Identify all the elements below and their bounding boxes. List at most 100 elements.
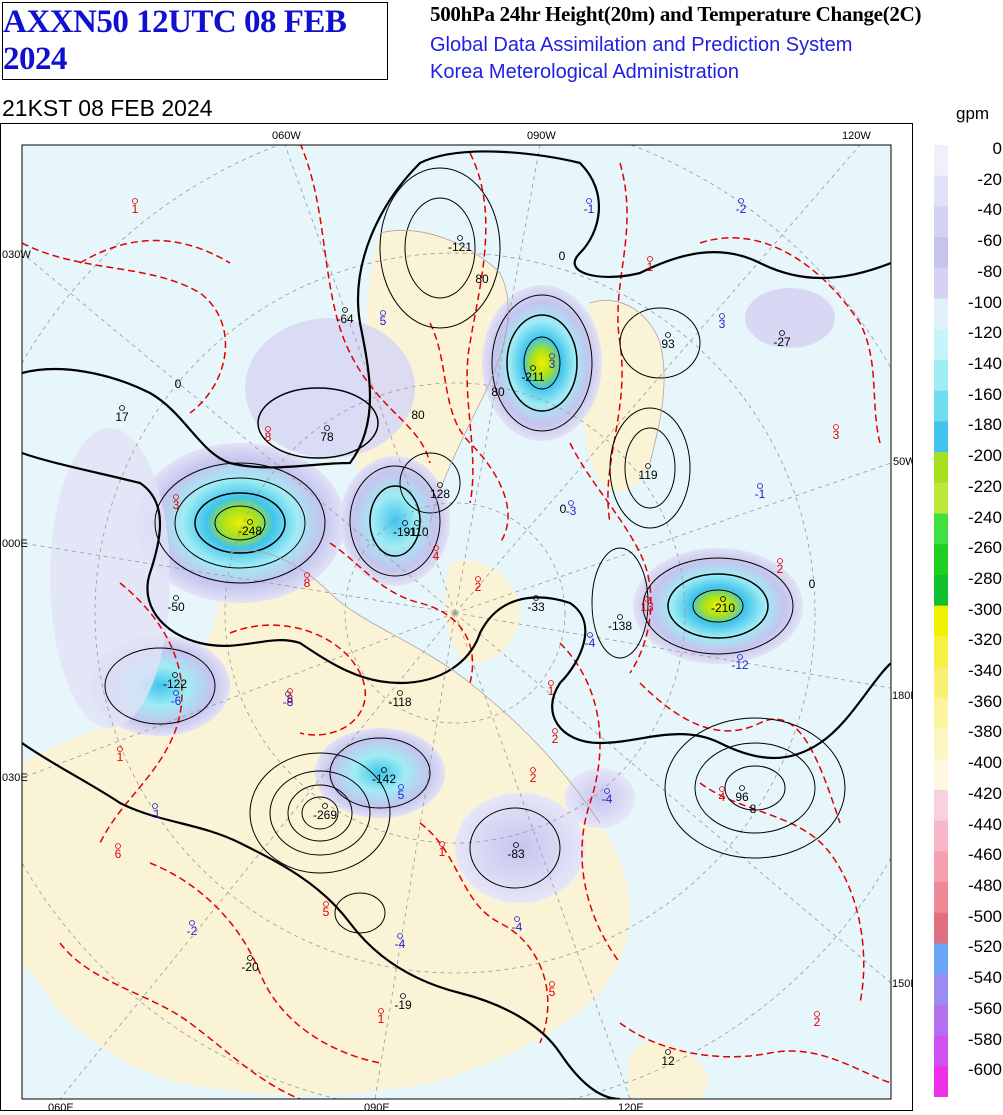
legend-level-label: -560	[967, 998, 1002, 1018]
legend-swatch	[934, 175, 948, 207]
contour-value-label: 80	[475, 272, 489, 286]
temp-label-positive: 4	[719, 790, 726, 804]
legend-swatch	[934, 482, 948, 515]
contour-value-label: 80	[491, 385, 505, 399]
temp-label-positive: 8	[304, 576, 311, 590]
height-center-marker	[437, 482, 443, 488]
temp-label-negative: 3	[549, 357, 556, 371]
lon-label-top-090w: 090W	[527, 130, 556, 142]
legend-level-label: -500	[967, 906, 1002, 926]
legend-level-label: -300	[967, 599, 1002, 619]
height-center-label: 128	[430, 487, 450, 501]
temp-marker-blue	[514, 916, 520, 922]
temp-marker-red	[833, 424, 839, 430]
lon-label-left-000e: 000E	[2, 538, 28, 550]
valid-time: 21KST 08 FEB 2024	[2, 95, 213, 121]
contour-value-label: 0	[809, 577, 816, 591]
legend-colorbar	[934, 145, 948, 1097]
temp-label-negative: -1	[150, 807, 161, 821]
legend-swatch	[934, 544, 948, 576]
temp-label-positive: 4	[433, 549, 440, 563]
legend-swatch	[934, 206, 948, 238]
height-center-marker	[779, 330, 785, 336]
height-center-label: -211	[521, 370, 544, 384]
height-center-label: -138	[608, 619, 632, 633]
height-contours	[22, 150, 891, 1099]
legend-swatch	[934, 267, 948, 300]
temperature-contours	[22, 145, 891, 1099]
temp-marker-blue	[604, 788, 610, 794]
lon-label-right-180e: 180E	[892, 690, 913, 702]
temp-label-negative: -4	[585, 636, 596, 650]
agency-line-1: Global Data Assimilation and Prediction …	[430, 34, 853, 56]
height-center-label: -20	[241, 960, 259, 974]
legend-swatch	[934, 359, 948, 392]
legend-swatch	[934, 390, 948, 422]
legend-level-label: -360	[967, 691, 1002, 711]
temp-marker-blue	[398, 784, 404, 790]
height-center-label: -210	[711, 601, 735, 615]
height-center-marker	[322, 803, 328, 809]
temp-label-positive: 2	[777, 562, 784, 576]
temp-label-positive: 5	[549, 985, 556, 999]
map-inner-frame	[21, 144, 892, 1100]
legend-level-label: -480	[967, 876, 1002, 896]
temp-label-negative: -1	[755, 487, 766, 501]
height-center-label: 12	[661, 1054, 675, 1068]
temp-marker-red	[439, 841, 445, 847]
graticule	[22, 145, 891, 1099]
legend-swatch	[934, 421, 948, 453]
height-center-marker	[739, 785, 745, 791]
legend-swatch	[934, 145, 948, 177]
height-center-marker	[247, 519, 253, 525]
legend-level-label: -340	[967, 661, 1002, 681]
height-center-label: 93	[661, 337, 675, 351]
legend-level-label: -440	[967, 814, 1002, 834]
temp-label-positive: 1	[439, 845, 446, 859]
temp-label-positive: 8	[287, 692, 294, 706]
legend-swatch	[934, 298, 948, 330]
legend-swatch	[934, 667, 948, 699]
temp-marker-blue	[189, 920, 195, 926]
height-center-marker	[402, 520, 408, 526]
height-center-label: -191	[393, 525, 417, 539]
temp-label-positive: 1	[378, 1012, 385, 1026]
product-title: 500hPa 24hr Height(20m) and Temperature …	[430, 2, 922, 26]
temp-marker-red	[378, 1008, 384, 1014]
legend-unit: gpm	[956, 104, 990, 123]
temp-marker-blue	[738, 198, 744, 204]
temp-marker-red	[115, 843, 121, 849]
contour-value-label: 80	[411, 408, 425, 422]
temp-label-negative: -2	[736, 202, 747, 216]
height-center-marker	[119, 405, 125, 411]
legend-swatch	[934, 329, 948, 361]
height-center-marker	[172, 672, 178, 678]
temp-marker-red	[548, 680, 554, 686]
legend-level-label: -120	[967, 323, 1002, 343]
longitude-labels: 060W 090W 120W 060E 090E 120E 030W 000E …	[2, 130, 913, 1111]
temp-label-negative: -3	[566, 504, 577, 518]
legend-swatch	[934, 789, 948, 822]
legend-level-label: -180	[967, 415, 1002, 435]
legend-level-label: -20	[977, 169, 1002, 189]
temp-label-positive: 6	[115, 847, 122, 861]
lon-label-bottom-060e: 060E	[48, 1102, 74, 1111]
height-center-label: -248	[238, 524, 262, 538]
height-center-marker	[665, 1049, 671, 1055]
temp-marker-blue	[380, 310, 386, 316]
height-center-label: -142	[372, 772, 396, 786]
temp-label-negative: 3	[719, 317, 726, 331]
legend-level-label: -220	[967, 476, 1002, 496]
temp-label-positive: 1	[647, 260, 654, 274]
temp-label-negative: -6	[171, 694, 182, 708]
height-center-label: -33	[527, 600, 545, 614]
temp-marker-blue	[285, 691, 291, 697]
height-center-marker	[381, 767, 387, 773]
height-center-label: -50	[167, 600, 185, 614]
lon-label-right-50w: 50W	[893, 456, 913, 468]
legend-swatch	[934, 912, 948, 944]
height-center-marker	[173, 595, 179, 601]
height-center-marker	[457, 235, 463, 241]
